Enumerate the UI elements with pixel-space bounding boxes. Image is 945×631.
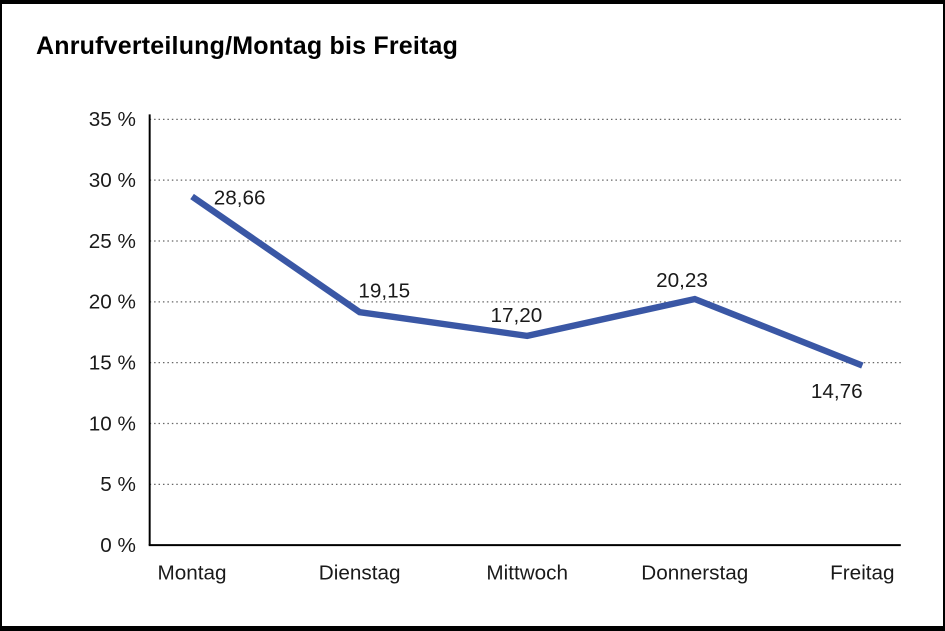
data-point-label: 19,15 (358, 279, 410, 302)
y-axis-tick-label: 30 % (89, 169, 136, 192)
y-axis-tick-label: 5 % (100, 473, 136, 496)
data-point-label: 28,66 (214, 186, 266, 209)
data-line-series (190, 193, 864, 369)
x-axis-category-label: Freitag (830, 562, 894, 585)
data-point-label: 17,20 (490, 304, 542, 327)
data-point-label: 14,76 (811, 380, 863, 403)
y-axis-tick-label: 0 % (100, 534, 136, 557)
y-axis-tick-label: 35 % (89, 108, 136, 131)
data-point-label: 20,23 (656, 269, 708, 292)
x-axis-category-label: Mittwoch (486, 562, 568, 585)
y-axis-tick-label: 10 % (89, 412, 136, 435)
chart-title: Anrufverteilung/Montag bis Freitag (36, 32, 459, 60)
y-axis-tick-label: 20 % (89, 291, 136, 314)
line-chart: 0 % 5 % 10 % 15 % 20 % 25 % 30 % 35 % Montag Dien… (89, 108, 901, 585)
x-axis-category-label: Dienstag (319, 562, 401, 585)
y-axis-tick-label: 15 % (89, 352, 136, 375)
y-axis-tick-label: 25 % (89, 230, 136, 253)
x-axis-category-label: Donnerstag (641, 562, 748, 585)
x-axis-category-label: Montag (158, 562, 227, 585)
